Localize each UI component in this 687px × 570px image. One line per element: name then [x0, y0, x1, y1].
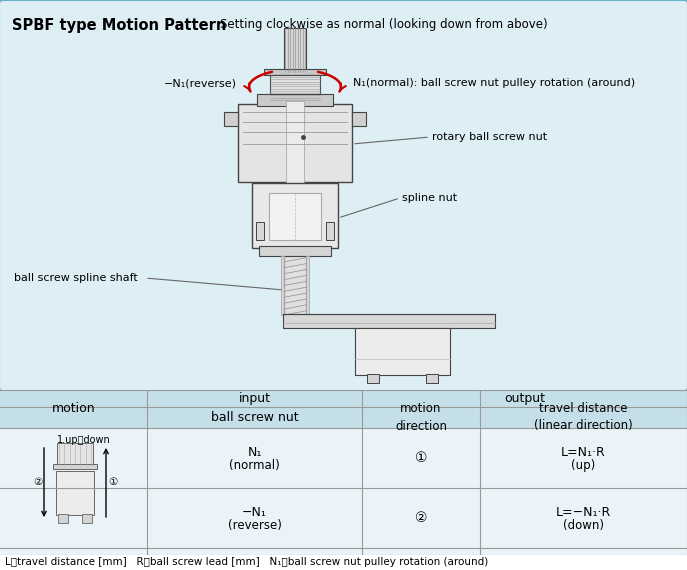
Text: (down): (down)	[563, 519, 604, 532]
Bar	[352, 112, 366, 126]
Bar	[0, 428, 687, 555]
Bar	[57, 443, 93, 465]
Text: 1.up・down: 1.up・down	[57, 435, 111, 445]
Text: ①: ①	[108, 477, 117, 487]
Bar	[270, 75, 320, 102]
Text: spline nut: spline nut	[402, 193, 457, 203]
Bar	[367, 374, 379, 383]
Text: L：travel distance [mm]   R：ball screw lead [mm]   N₁：ball screw nut pulley rotat: L：travel distance [mm] R：ball screw lead…	[5, 557, 488, 567]
Bar	[281, 256, 284, 315]
Bar	[0, 390, 687, 428]
Bar	[257, 94, 333, 106]
Bar	[53, 464, 97, 469]
Text: (up): (up)	[572, 459, 596, 473]
Bar	[224, 112, 238, 126]
Bar	[306, 256, 309, 315]
Text: ball screw spline shaft: ball screw spline shaft	[14, 273, 138, 283]
Text: SPBF type Motion Pattern: SPBF type Motion Pattern	[12, 18, 227, 33]
Bar	[56, 471, 94, 515]
Bar	[283, 314, 495, 328]
Text: L=N₁·R: L=N₁·R	[561, 446, 606, 458]
Bar	[259, 246, 331, 256]
Text: (reverse): (reverse)	[227, 519, 282, 532]
Bar	[264, 101, 326, 107]
Text: motion
direction: motion direction	[395, 402, 447, 433]
Text: −N₁: −N₁	[242, 506, 267, 519]
Bar	[286, 101, 304, 185]
Bar	[326, 222, 334, 240]
Bar	[284, 256, 306, 315]
Text: N₁: N₁	[247, 446, 262, 458]
Text: motion: motion	[52, 402, 95, 416]
FancyBboxPatch shape	[0, 0, 687, 391]
Bar	[58, 514, 68, 523]
Text: N₁(normal): ball screw nut pulley rotation (around): N₁(normal): ball screw nut pulley rotati…	[353, 78, 635, 88]
Bar	[284, 28, 306, 72]
Text: travel distance
(linear direction): travel distance (linear direction)	[534, 402, 633, 433]
Bar	[269, 193, 321, 240]
Text: input: input	[238, 392, 271, 405]
Bar	[256, 222, 264, 240]
Text: rotary ball screw nut: rotary ball screw nut	[432, 132, 547, 142]
Text: ball screw nut: ball screw nut	[211, 411, 298, 424]
Text: L=−N₁·R: L=−N₁·R	[556, 506, 611, 519]
Text: output: output	[504, 392, 545, 405]
Bar	[82, 514, 92, 523]
Text: ②: ②	[415, 511, 427, 525]
Text: Setting clockwise as normal (looking down from above): Setting clockwise as normal (looking dow…	[220, 18, 548, 31]
Text: ②: ②	[33, 477, 42, 487]
Bar	[238, 104, 352, 182]
Text: −N₁(reverse): −N₁(reverse)	[164, 78, 237, 88]
Bar	[264, 69, 326, 75]
Bar	[355, 328, 450, 375]
Text: ①: ①	[415, 451, 427, 465]
Bar	[426, 374, 438, 383]
Text: (normal): (normal)	[229, 459, 280, 473]
Bar	[252, 183, 338, 248]
